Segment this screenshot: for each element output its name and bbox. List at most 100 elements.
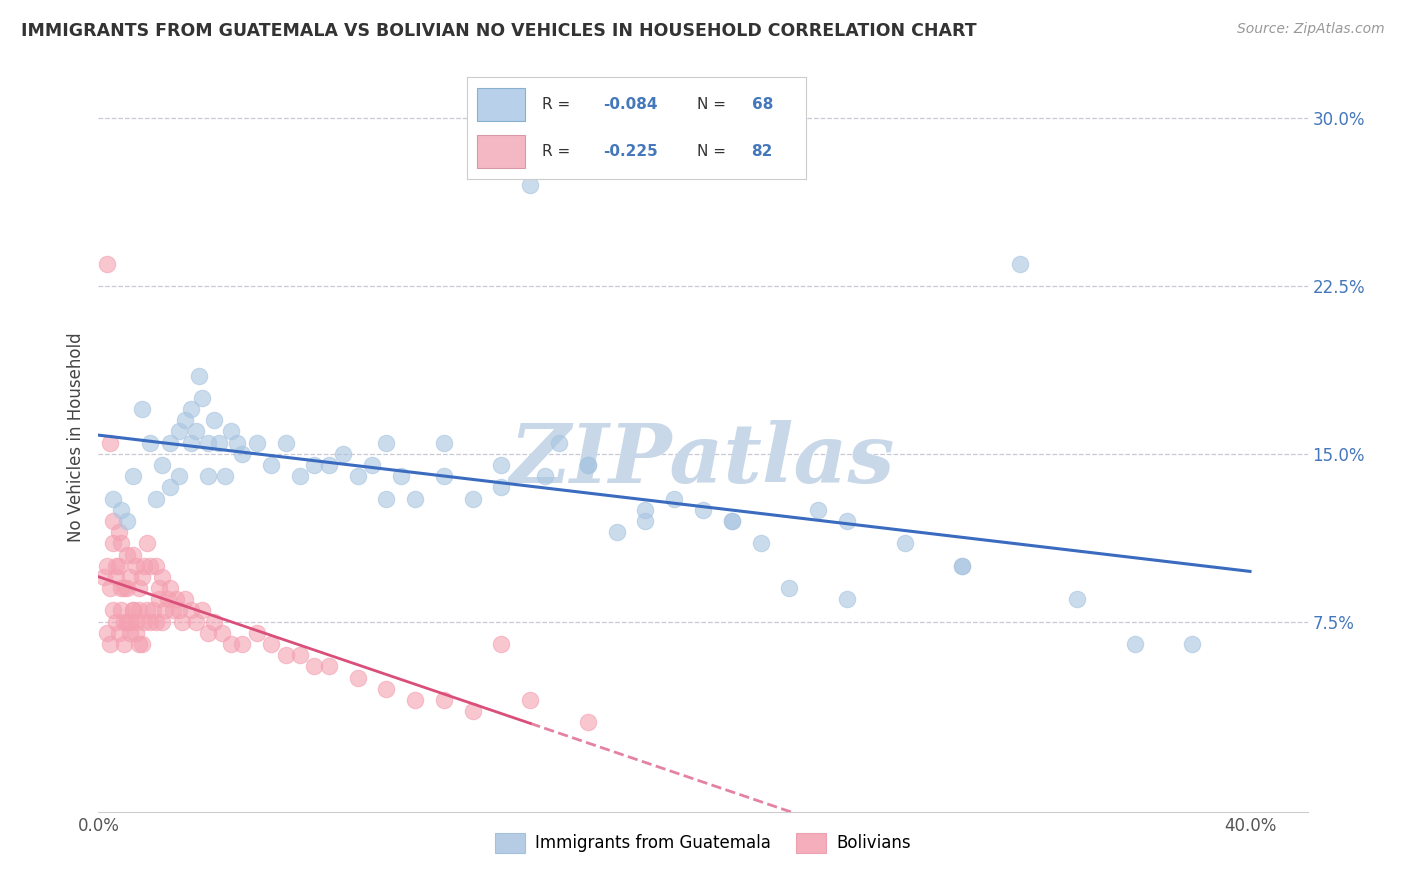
Point <box>115 615 138 629</box>
Point <box>186 425 208 439</box>
Point <box>389 469 412 483</box>
Point <box>145 558 167 573</box>
Point <box>125 625 148 640</box>
Point <box>950 558 973 573</box>
Point <box>332 447 354 461</box>
Point <box>159 435 181 450</box>
Point <box>188 368 211 383</box>
Point <box>197 469 219 483</box>
Point <box>125 558 148 573</box>
Point <box>134 615 156 629</box>
Point <box>104 558 127 573</box>
Point <box>664 491 686 506</box>
Point <box>156 592 179 607</box>
Point <box>101 491 124 506</box>
Point <box>122 469 145 483</box>
Point <box>950 558 973 573</box>
Point <box>98 435 121 450</box>
Point <box>692 502 714 516</box>
Point <box>208 435 231 450</box>
Point <box>219 637 242 651</box>
Point <box>150 570 173 584</box>
Point <box>749 536 772 550</box>
Point <box>231 637 253 651</box>
Point <box>778 581 800 595</box>
Point <box>318 659 340 673</box>
Point <box>404 491 426 506</box>
Point <box>202 413 225 427</box>
Text: ZIPatlas: ZIPatlas <box>510 419 896 500</box>
Point <box>807 502 830 516</box>
Point <box>1123 637 1146 651</box>
Point <box>491 480 513 494</box>
Point <box>274 648 297 662</box>
Point <box>150 458 173 472</box>
Point <box>128 581 150 595</box>
Point <box>260 458 283 472</box>
Point <box>142 603 165 617</box>
Point <box>225 435 247 450</box>
Point <box>128 637 150 651</box>
Point <box>576 715 599 730</box>
Point <box>104 615 127 629</box>
Point <box>122 603 145 617</box>
Point <box>180 603 202 617</box>
Point <box>893 536 915 550</box>
Point <box>835 592 858 607</box>
Point <box>375 491 398 506</box>
Point <box>96 257 118 271</box>
Point <box>433 435 456 450</box>
Point <box>491 458 513 472</box>
Point <box>576 458 599 472</box>
Point <box>101 536 124 550</box>
Point <box>107 625 129 640</box>
Point <box>98 637 121 651</box>
Point <box>122 603 145 617</box>
Point <box>288 469 311 483</box>
Point <box>491 637 513 651</box>
Point <box>104 570 127 584</box>
Point <box>125 615 148 629</box>
Point <box>148 581 170 595</box>
Point <box>533 469 555 483</box>
Text: IMMIGRANTS FROM GUATEMALA VS BOLIVIAN NO VEHICLES IN HOUSEHOLD CORRELATION CHART: IMMIGRANTS FROM GUATEMALA VS BOLIVIAN NO… <box>21 22 977 40</box>
Point <box>191 603 214 617</box>
Point <box>136 603 159 617</box>
Point <box>112 637 135 651</box>
Point <box>120 615 142 629</box>
Point <box>136 536 159 550</box>
Legend: Immigrants from Guatemala, Bolivians: Immigrants from Guatemala, Bolivians <box>488 826 918 860</box>
Point <box>145 615 167 629</box>
Point <box>167 425 190 439</box>
Point <box>186 615 208 629</box>
Point <box>173 592 195 607</box>
Point <box>101 603 124 617</box>
Point <box>576 458 599 472</box>
Point <box>110 581 132 595</box>
Point <box>139 615 162 629</box>
Point <box>1181 637 1204 651</box>
Point <box>519 693 541 707</box>
Point <box>139 435 162 450</box>
Point <box>375 681 398 696</box>
Point <box>120 625 142 640</box>
Point <box>128 603 150 617</box>
Point <box>202 615 225 629</box>
Point <box>115 581 138 595</box>
Point <box>165 592 187 607</box>
Point <box>139 558 162 573</box>
Point <box>274 435 297 450</box>
Point <box>122 548 145 562</box>
Point <box>404 693 426 707</box>
Point <box>246 435 269 450</box>
Point <box>150 615 173 629</box>
Point <box>96 558 118 573</box>
Point <box>173 413 195 427</box>
Point <box>96 625 118 640</box>
Point <box>162 603 184 617</box>
Point <box>131 637 153 651</box>
Point <box>148 592 170 607</box>
Point <box>548 435 571 450</box>
Point <box>159 581 181 595</box>
Point <box>304 659 326 673</box>
